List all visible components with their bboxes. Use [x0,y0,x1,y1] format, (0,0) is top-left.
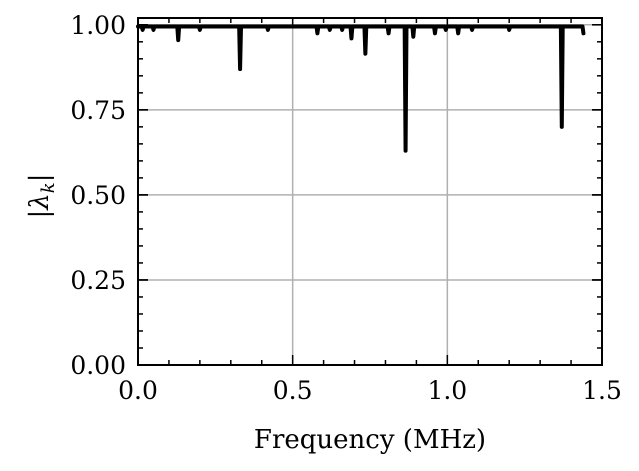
y-tick-label: 1.00 [70,11,126,40]
y-tick-label: 0.00 [70,351,126,380]
x-tick-label: 0.5 [273,376,313,405]
ticks [137,18,603,366]
x-tick-label: 1.5 [582,376,622,405]
x-tick-label: 0.0 [118,376,158,405]
y-axis-label: |λk| [25,174,59,219]
plot-frame [137,17,603,366]
y-tick-label: 0.75 [70,96,126,125]
y-tick-label: 0.25 [70,266,126,295]
series [136,24,586,153]
x-axis-label: Frequency (MHz) [254,425,486,455]
grid [137,18,603,366]
series-line [136,24,586,153]
y-tick-label: 0.50 [70,181,126,210]
x-tick-label: 1.0 [427,376,467,405]
x-tick-labels: 0.0 0.5 1.0 1.5 [118,376,622,405]
y-tick-labels: 0.00 0.25 0.50 0.75 1.00 [70,11,126,380]
